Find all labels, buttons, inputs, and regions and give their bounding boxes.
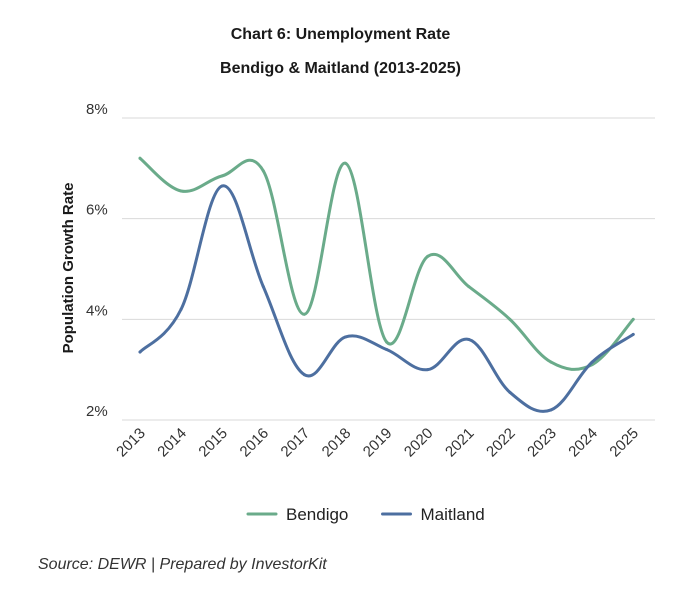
x-tick-label: 2020 [401,425,437,461]
x-tick-label: 2013 [113,425,149,461]
data-point-maitland [467,337,471,341]
data-point-maitland [385,348,389,352]
x-tick-label: 2021 [442,425,478,461]
data-point-bendigo [344,161,347,165]
data-point-bendigo [631,317,635,321]
data-point-maitland [426,368,430,372]
data-point-maitland [508,390,512,394]
legend-label-maitland: Maitland [421,505,485,524]
data-point-bendigo [508,317,512,321]
data-point-maitland [302,373,306,377]
x-tick-label: 2018 [319,425,355,461]
data-point-maitland [590,360,594,364]
data-point-bendigo [261,169,265,173]
y-tick-label: 8% [86,101,108,118]
y-axis-label: Population Growth Rate [60,183,77,354]
data-point-bendigo [138,156,142,160]
data-point-maitland [344,335,347,339]
data-point-maitland [631,332,635,336]
y-tick-label: 4% [86,302,108,319]
legend-label-bendigo: Bendigo [286,505,348,524]
data-point-maitland [549,408,553,412]
chart-subtitle: Bendigo & Maitland (2013-2025) [220,60,461,77]
y-tick-label: 2% [86,403,108,420]
x-tick-label: 2016 [237,425,273,461]
x-tick-label: 2023 [524,425,560,461]
chart-title: Chart 6: Unemployment Rate [230,26,451,43]
data-point-bendigo [426,254,430,258]
x-tick-label: 2022 [483,425,519,461]
x-tick-label: 2025 [606,425,642,461]
source-note: Source: DEWR | Prepared by InvestorKit [38,556,327,573]
data-point-maitland [138,350,142,354]
data-point-bendigo [179,189,183,193]
x-tick-label: 2019 [360,425,396,461]
x-tick-label: 2014 [154,425,190,461]
series-line-maitland [138,184,635,413]
data-point-bendigo [385,340,389,344]
series-line-bendigo [138,156,635,371]
y-tick-label: 6% [86,202,108,219]
data-point-maitland [220,184,224,188]
data-point-maitland [261,285,265,289]
data-point-bendigo [467,285,471,289]
x-tick-label: 2024 [565,425,601,461]
data-point-maitland [179,307,183,311]
data-point-bendigo [549,360,553,364]
data-point-bendigo [220,174,224,178]
x-tick-label: 2017 [278,425,314,461]
x-tick-label: 2015 [195,425,231,461]
data-point-bendigo [302,312,306,316]
